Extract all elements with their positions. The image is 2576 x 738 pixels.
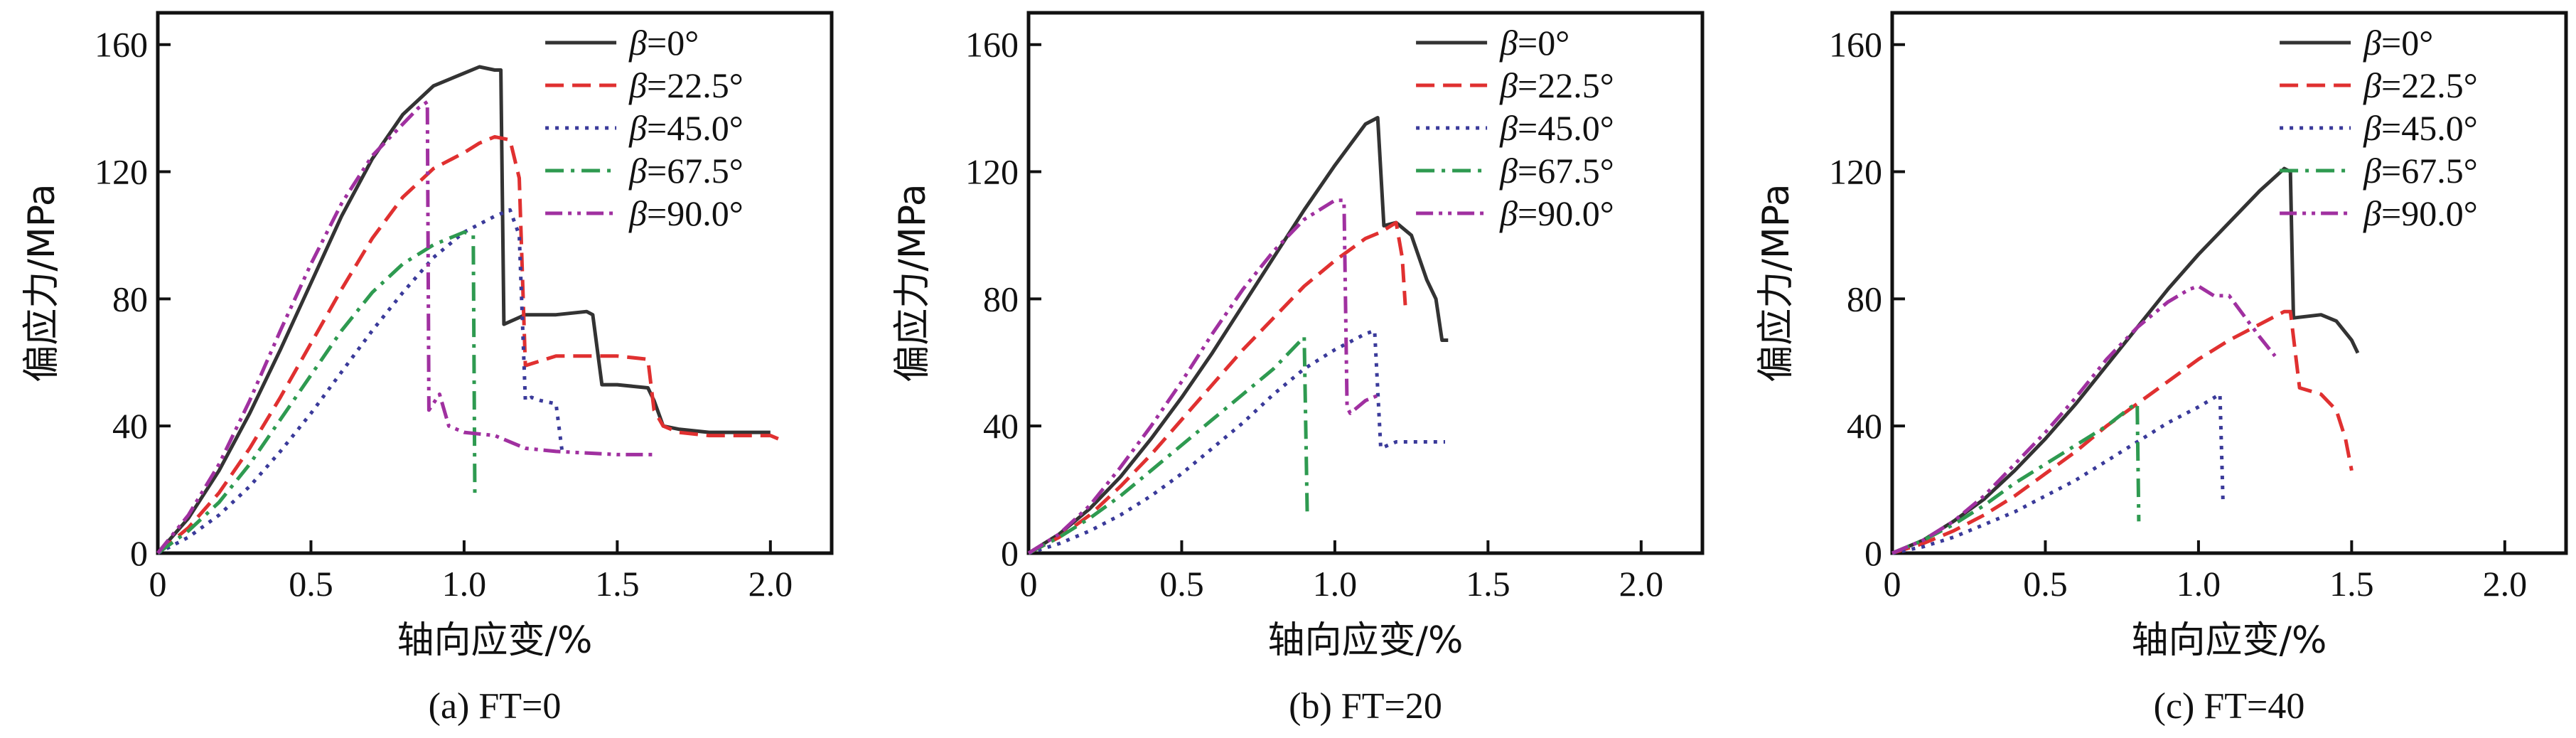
series-line-a-2 xyxy=(156,208,564,555)
x-tick-label-a-2: 1.0 xyxy=(442,564,487,604)
y-axis-label-b: 偏应力/MPa xyxy=(891,183,934,382)
y-tick-label-b-3: 120 xyxy=(965,152,1019,192)
x-tick-label-b-4: 2.0 xyxy=(1619,564,1664,604)
x-tick-label-b-3: 1.5 xyxy=(1466,564,1510,604)
legend-label-b-4: β=90.0° xyxy=(1499,193,1614,233)
y-tick-label-c-0: 0 xyxy=(1864,533,1882,573)
panel-a: 0 0.5 1.0 1.5 2.0 0 40 80 120 160 轴向应变/% 偏应力/MPa (a)… xyxy=(21,11,834,727)
x-axis-label-c: 轴向应变/% xyxy=(2132,619,2327,662)
legend-label-a-4: β=90.0° xyxy=(628,193,744,233)
legend-label-b-2: β=45.0° xyxy=(1499,108,1614,148)
legend-label-c-2: β=45.0° xyxy=(2363,108,2478,148)
legend-label-c-0: β=0° xyxy=(2363,23,2433,63)
series-line-a-3 xyxy=(156,230,477,555)
x-tick-label-a-3: 1.5 xyxy=(595,564,640,604)
series-line-c-0 xyxy=(1891,166,2360,555)
y-axis-label-a: 偏应力/MPa xyxy=(21,183,63,382)
y-tick-label-a-0: 0 xyxy=(130,533,148,573)
series-line-b-0 xyxy=(1027,116,1449,555)
x-tick-label-a-0: 0 xyxy=(149,564,167,604)
y-tick-label-b-2: 80 xyxy=(983,279,1019,319)
legend-label-b-1: β=22.5° xyxy=(1499,65,1614,105)
y-tick-label-c-1: 40 xyxy=(1847,406,1882,446)
legend-label-c-3: β=67.5° xyxy=(2363,151,2478,191)
series-line-c-4 xyxy=(1891,284,2277,555)
series-line-b-3 xyxy=(1027,335,1309,555)
x-tick-label-c-1: 0.5 xyxy=(2023,564,2068,604)
legend-label-a-1: β=22.5° xyxy=(628,65,744,105)
x-axis-label-b: 轴向应变/% xyxy=(1268,619,1464,662)
x-tick-label-b-1: 0.5 xyxy=(1159,564,1204,604)
series-line-b-4 xyxy=(1027,198,1382,555)
y-tick-label-b-0: 0 xyxy=(1001,533,1019,573)
legend-label-a-0: β=0° xyxy=(628,23,699,63)
panel-c: 0 0.5 1.0 1.5 2.0 0 40 80 120 160 轴向应变/% 偏应力/MPa (c)… xyxy=(1755,11,2568,727)
y-tick-label-b-4: 160 xyxy=(965,25,1019,65)
x-tick-label-b-0: 0 xyxy=(1020,564,1038,604)
x-tick-label-a-4: 2.0 xyxy=(748,564,793,604)
plot-frame-c xyxy=(1890,11,2568,555)
series-line-c-3 xyxy=(1891,402,2141,555)
y-tick-label-c-2: 80 xyxy=(1847,279,1882,319)
legend-label-c-4: β=90.0° xyxy=(2363,193,2478,233)
caption-b: (b) FT=20 xyxy=(1289,686,1442,727)
y-tick-label-b-1: 40 xyxy=(983,406,1019,446)
x-tick-label-c-0: 0 xyxy=(1884,564,1901,604)
y-tick-label-a-1: 40 xyxy=(112,406,148,446)
caption-a: (a) FT=0 xyxy=(429,686,562,727)
y-tick-label-a-3: 120 xyxy=(95,152,148,192)
plot-frame-b xyxy=(1026,11,1705,555)
plot-frame-a xyxy=(156,11,834,555)
series-line-c-2 xyxy=(1891,392,2225,555)
x-tick-label-b-2: 1.0 xyxy=(1313,564,1358,604)
legend-label-a-3: β=67.5° xyxy=(628,151,744,191)
series-line-b-2 xyxy=(1028,328,1445,555)
y-tick-label-a-4: 160 xyxy=(95,25,148,65)
y-axis-label-c: 偏应力/MPa xyxy=(1755,183,1798,382)
x-tick-label-c-2: 1.0 xyxy=(2177,564,2221,604)
series-line-a-1 xyxy=(156,134,787,555)
legend-label-a-2: β=45.0° xyxy=(628,108,744,148)
x-tick-label-c-3: 1.5 xyxy=(2329,564,2374,604)
caption-c: (c) FT=40 xyxy=(2154,686,2305,727)
x-tick-label-a-1: 0.5 xyxy=(289,564,333,604)
y-tick-label-c-3: 120 xyxy=(1829,152,1882,192)
legend-label-b-0: β=0° xyxy=(1499,23,1569,63)
x-axis-label-a: 轴向应变/% xyxy=(397,619,593,662)
series-line-b-1 xyxy=(1027,220,1407,555)
legend-label-c-1: β=22.5° xyxy=(2363,65,2478,105)
y-tick-label-a-2: 80 xyxy=(112,279,148,319)
panel-b: 0 0.5 1.0 1.5 2.0 0 40 80 120 160 轴向应变/% 偏应力/MPa (b)… xyxy=(891,11,1705,727)
legend-label-b-3: β=67.5° xyxy=(1499,151,1614,191)
x-tick-label-c-4: 2.0 xyxy=(2483,564,2528,604)
y-tick-label-c-4: 160 xyxy=(1829,25,1882,65)
